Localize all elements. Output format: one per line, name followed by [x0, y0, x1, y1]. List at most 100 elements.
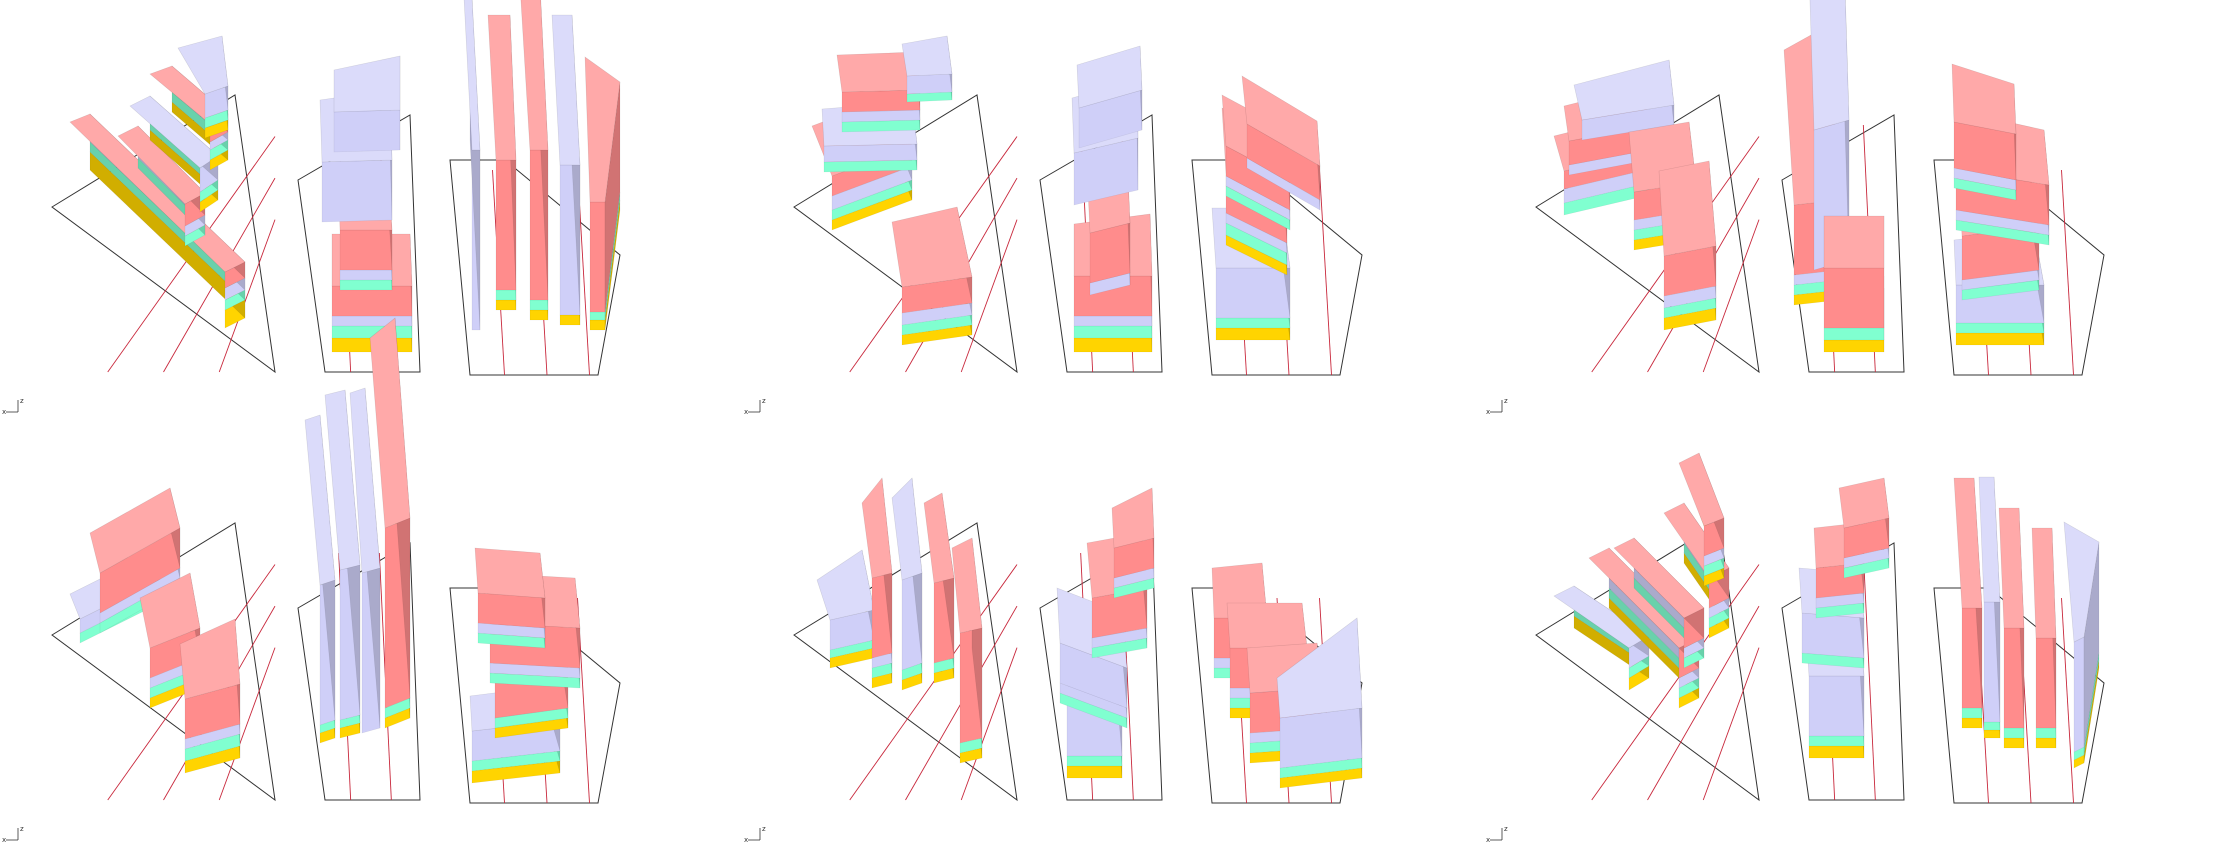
- building-block-5-roof: [1678, 452, 1725, 527]
- building-block-10-layer-front: [1215, 327, 1291, 341]
- building-block-4-roof: [923, 492, 955, 584]
- building-block-5-roof: [1658, 160, 1717, 257]
- building-block-9: [1838, 477, 1890, 579]
- building-block-14-layer-front: [589, 201, 606, 313]
- axis-indicator: xz: [1486, 397, 1508, 416]
- building-block-4-roof: [891, 206, 973, 288]
- building-block-10-roof: [1953, 477, 1983, 609]
- grid-line-a: [1591, 564, 1760, 801]
- building-block-14: [2063, 521, 2100, 769]
- building-block-6-roof: [324, 389, 361, 571]
- building-block-3-roof: [1573, 59, 1675, 121]
- building-block-13-layer-front: [2035, 737, 2057, 749]
- building-block-10-roof: [463, 0, 481, 151]
- building-block-14-layer-front: [2073, 636, 2085, 753]
- building-block-12: [520, 0, 549, 321]
- axis-z-label: z: [1504, 825, 1508, 833]
- grid-line-a: [849, 564, 1018, 801]
- building-block-6-layer-front: [331, 315, 413, 327]
- building-block-5: [1678, 452, 1725, 587]
- axis-x-label: x: [2, 836, 6, 844]
- axis-indicator: xz: [1486, 825, 1508, 844]
- building-block-8: [1823, 215, 1885, 353]
- building-block-9: [1111, 487, 1155, 599]
- building-block-6-layer-front: [1066, 755, 1123, 767]
- building-block-9-layer-front: [1955, 322, 2045, 334]
- building-block-9: [1076, 45, 1143, 149]
- building-block-5: [951, 537, 983, 764]
- building-block-13: [551, 14, 581, 326]
- building-block-7-layer-front: [339, 279, 393, 291]
- building-block-5: [901, 35, 953, 103]
- building-block-11-layer-front: [1983, 729, 2001, 739]
- building-block-13-layer-front: [2035, 727, 2057, 739]
- building-block-11-roof: [1978, 476, 2001, 603]
- building-block-2: [861, 477, 893, 689]
- grid-line-a: [1702, 647, 1760, 801]
- building-block-7-layer-front: [1801, 612, 1865, 659]
- building-block-11: [1978, 476, 2001, 739]
- building-block-9: [333, 55, 401, 153]
- massing-variant-5: xz: [744, 477, 1363, 844]
- building-block-3: [1613, 537, 1705, 669]
- building-block-12-roof: [520, 0, 549, 151]
- building-block-8-layer-front: [1823, 339, 1885, 353]
- building-block-12-roof: [474, 547, 546, 599]
- building-block-7-roof: [1809, 0, 1850, 131]
- building-block-12-layer-front: [529, 299, 549, 311]
- building-block-14-layer-front: [589, 311, 606, 321]
- building-block-13-roof: [2031, 527, 2057, 639]
- building-block-14-roof: [584, 56, 621, 203]
- building-block-7-layer-front: [1089, 222, 1131, 284]
- building-block-3: [1573, 59, 1675, 141]
- massing-variant-1: xz: [2, 0, 621, 416]
- building-block-3-roof: [891, 477, 923, 581]
- building-block-6-layer-front: [1073, 325, 1153, 339]
- building-block-11-roof: [1226, 602, 1308, 649]
- building-block-13: [1241, 75, 1321, 211]
- grid-line-a: [960, 647, 1018, 801]
- building-block-4-roof: [179, 618, 241, 700]
- grid-line-a: [218, 647, 276, 801]
- axis-indicator: xz: [2, 825, 24, 844]
- building-block-8-roof: [1823, 215, 1885, 269]
- building-block-5: [304, 414, 336, 744]
- building-block-5-roof: [177, 35, 229, 95]
- axis-z-label: z: [762, 397, 766, 405]
- massing-variant-6: xz: [1486, 452, 2105, 844]
- building-block-11-layer-front: [495, 289, 517, 301]
- grid-line-c: [1319, 169, 1332, 376]
- axis-indicator: xz: [744, 397, 766, 416]
- axis-indicator: xz: [2, 397, 24, 416]
- building-block-11-roof: [487, 14, 517, 161]
- axis-x-label: x: [744, 836, 748, 844]
- building-block-5-roof: [951, 537, 983, 634]
- building-block-9-layer-front: [333, 109, 401, 153]
- building-block-6: [324, 389, 361, 739]
- building-block-1: [1553, 585, 1650, 691]
- grid-line-c: [2061, 597, 2074, 804]
- building-block-8-layer-front: [1823, 327, 1885, 341]
- massing-variant-4: xz: [2, 317, 621, 844]
- axis-x-label: x: [2, 408, 6, 416]
- building-block-13-roof: [1241, 75, 1321, 167]
- building-block-3: [129, 95, 219, 213]
- building-block-14-roof: [2063, 521, 2100, 643]
- building-block-10: [463, 0, 481, 331]
- building-block-12: [1951, 63, 2017, 201]
- building-block-8-layer-front: [1823, 267, 1885, 329]
- building-block-6-layer-front: [1808, 745, 1865, 759]
- building-block-5: [1658, 160, 1717, 331]
- massing-variant-3: xz: [1486, 0, 2105, 416]
- building-block-8-layer-front: [321, 159, 393, 223]
- building-block-6-layer-front: [331, 285, 413, 317]
- axis-x-label: x: [1486, 408, 1490, 416]
- building-block-12-layer-front: [529, 309, 549, 321]
- building-block-7: [349, 387, 381, 734]
- grid-line-a: [1647, 605, 1760, 801]
- building-block-14: [584, 56, 621, 331]
- building-block-12-layer-front: [2003, 727, 2025, 739]
- site-outline-c: [449, 159, 621, 376]
- building-block-9-roof: [333, 55, 401, 113]
